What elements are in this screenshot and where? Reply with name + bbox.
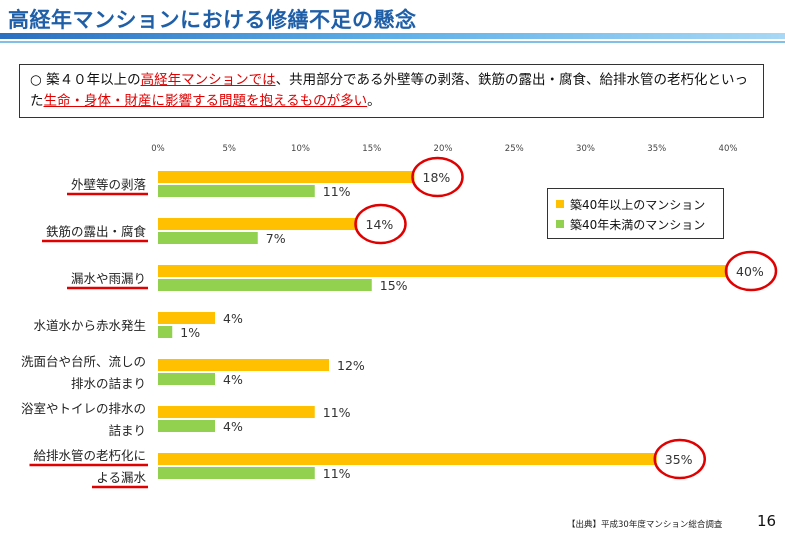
title-underline-bar	[0, 33, 785, 39]
bar-0-3	[158, 312, 215, 324]
bar-value-label-1-0: 11%	[323, 184, 351, 199]
x-tick-label-1: 5%	[223, 144, 237, 154]
x-tick-label-4: 20%	[434, 144, 453, 154]
note-part-3: 生命・身体・財産に影響する問題を抱えるものが多い	[43, 93, 368, 109]
category-label-5-0: 浴室やトイレの排水の	[21, 401, 146, 416]
note-part-2: 、共用部分である外壁等の剥落、鉄筋の露出・腐食、給排水管の老朽化といった	[30, 72, 748, 109]
category-label-4-1: 排水の詰まり	[71, 376, 146, 391]
x-tick-label-8: 40%	[719, 144, 738, 154]
bar-1-2	[158, 279, 372, 291]
highlight-circle-2	[724, 250, 778, 292]
legend: 築40年以上のマンション 築40年未満のマンション	[547, 188, 724, 239]
bar-value-label-1-4: 4%	[223, 372, 243, 387]
category-label-6-1: よる漏水	[96, 470, 146, 485]
bar-1-0	[158, 185, 315, 197]
page-number: 16	[757, 512, 777, 530]
legend-swatch-40plus	[556, 200, 564, 208]
highlight-circle-0	[411, 156, 464, 198]
legend-label-40plus: 築40年以上のマンション	[570, 197, 706, 212]
bar-value-label-1-1: 7%	[266, 231, 286, 246]
highlight-circle-6	[653, 438, 706, 480]
category-label-2-0: 漏水や雨漏り	[71, 271, 146, 286]
bar-1-4	[158, 373, 215, 385]
x-tick-label-3: 15%	[362, 144, 381, 154]
category-label-0-0: 外壁等の剥落	[71, 177, 147, 192]
bar-value-label-1-6: 11%	[323, 466, 351, 481]
bar-0-2	[158, 265, 728, 277]
bar-0-6	[158, 453, 657, 465]
bar-value-label-0-6: 35%	[665, 452, 693, 467]
legend-label-under40: 築40年未満のマンション	[570, 217, 706, 232]
bar-value-label-0-1: 14%	[366, 217, 394, 232]
note-part-4: 。	[367, 93, 381, 109]
bar-value-label-0-4: 12%	[337, 358, 365, 373]
title-underline-thin	[0, 41, 785, 43]
page-title: 高経年マンションにおける修繕不足の懸念	[8, 8, 417, 32]
x-tick-label-7: 35%	[647, 144, 666, 154]
x-tick-label-6: 30%	[576, 144, 595, 154]
bar-1-3	[158, 326, 173, 338]
highlight-circle-1	[354, 203, 407, 245]
note-part-1: 高経年マンションでは	[140, 72, 276, 88]
x-tick-label-2: 10%	[291, 144, 310, 154]
bar-0-5	[158, 406, 315, 418]
category-label-4-0: 洗面台や台所、流しの	[21, 354, 146, 369]
bar-value-label-0-2: 40%	[736, 264, 764, 279]
legend-item-under40: 築40年未満のマンション	[556, 214, 715, 234]
source-citation: 【出典】平成30年度マンション総合調査	[567, 520, 723, 530]
bar-0-1	[158, 218, 358, 230]
bar-value-label-1-3: 1%	[180, 325, 200, 340]
bar-value-label-0-5: 11%	[323, 405, 351, 420]
note-bullet: ○	[30, 72, 42, 88]
note-text: 築４０年以上の高経年マンションでは、共用部分である外壁等の剥落、鉄筋の露出・腐食…	[30, 72, 748, 109]
bar-0-4	[158, 359, 329, 371]
bar-value-label-1-5: 4%	[223, 419, 243, 434]
category-label-6-0: 給排水管の老朽化に	[33, 448, 146, 463]
category-label-1-0: 鉄筋の露出・腐食	[46, 224, 147, 239]
bar-0-0	[158, 171, 415, 183]
note-part-0: 築４０年以上の	[46, 72, 141, 88]
category-label-5-1: 詰まり	[108, 423, 146, 438]
x-tick-label-5: 25%	[505, 144, 524, 154]
bar-1-1	[158, 232, 258, 244]
bar-value-label-0-0: 18%	[423, 170, 451, 185]
legend-swatch-under40	[556, 220, 564, 228]
x-tick-label-0: 0%	[151, 144, 165, 154]
legend-item-40plus: 築40年以上のマンション	[556, 194, 715, 214]
bar-value-label-1-2: 15%	[380, 278, 408, 293]
bar-1-5	[158, 420, 215, 432]
bar-value-label-0-3: 4%	[223, 311, 243, 326]
summary-box: ○ 築４０年以上の高経年マンションでは、共用部分である外壁等の剥落、鉄筋の露出・…	[19, 64, 764, 118]
category-label-3-0: 水道水から赤水発生	[33, 318, 146, 333]
bar-1-6	[158, 467, 315, 479]
